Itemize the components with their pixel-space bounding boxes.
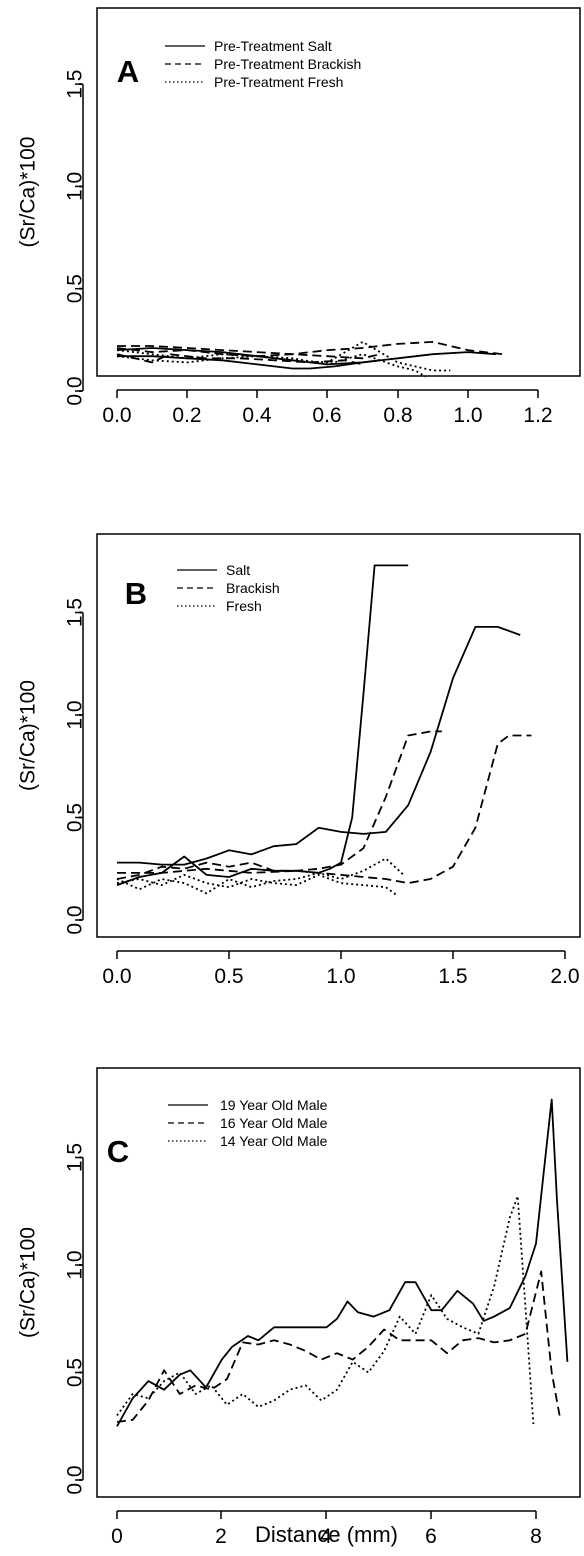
y-tick-label: 0.5 <box>64 803 87 832</box>
panel-c: 0 2 4 6 8 0.0 0.5 1.0 1.5 (Sr/Ca)*100 Distance (mm… <box>17 1067 581 1548</box>
legend-label: Pre-Treatment Brackish <box>214 56 361 72</box>
legend-label: Brackish <box>226 580 280 596</box>
y-tick-label: 1.0 <box>64 700 87 729</box>
x-tick-label: 4 <box>320 1525 332 1548</box>
series-line-dotted <box>116 349 427 378</box>
x-tick-label: 0 <box>111 1525 123 1548</box>
y-axis-title: (Sr/Ca)*100 <box>17 680 40 791</box>
legend-label: Pre-Treatment Fresh <box>214 74 343 90</box>
y-tick-label: 1.5 <box>64 1143 87 1172</box>
plot-frame <box>96 1067 581 1498</box>
y-tick-label: 1.5 <box>64 598 87 627</box>
series-line-dotted <box>116 340 451 372</box>
series-line-solid <box>116 564 409 886</box>
x-tick-label: 0.0 <box>102 404 131 427</box>
series-line-dashed <box>116 353 363 366</box>
x-tick-label: 1.2 <box>523 404 552 427</box>
y-axis-title: (Sr/Ca)*100 <box>17 1227 40 1338</box>
y-tick-label: 0.0 <box>64 1465 87 1494</box>
y-tick-label: 0.5 <box>64 1358 87 1387</box>
x-tick-label: 0.4 <box>242 404 272 427</box>
legend-label: Pre-Treatment Salt <box>214 38 332 54</box>
x-tick-label: 8 <box>530 1525 542 1548</box>
panel-letter: A <box>117 54 139 89</box>
y-tick-label: 1.5 <box>64 69 87 98</box>
x-tick-label: 0.2 <box>172 404 201 427</box>
x-tick-label: 0.6 <box>312 404 341 427</box>
legend-label: 14 Year Old Male <box>220 1133 328 1149</box>
y-tick-label: 1.0 <box>64 172 87 201</box>
x-tick-label: 2 <box>215 1525 227 1548</box>
x-tick-label: 0.8 <box>383 404 412 427</box>
x-tick-label: 1.0 <box>453 404 482 427</box>
x-tick-label: 0.5 <box>214 965 243 988</box>
x-axis-title: Distance (mm) <box>255 1522 398 1547</box>
y-tick-label: 0.5 <box>64 274 87 303</box>
series-group <box>116 340 504 378</box>
x-tick-label: 0.0 <box>102 965 131 988</box>
panel-b: 0.0 0.5 1.0 1.5 2.0 0.0 0.5 1.0 1.5 (Sr/Ca)*100 Sa… <box>17 533 581 988</box>
series-line-solid <box>117 355 381 370</box>
legend-label: Salt <box>226 562 250 578</box>
series-group <box>116 564 532 897</box>
y-tick-label: 1.0 <box>64 1250 87 1279</box>
series-line-dotted <box>116 1195 535 1425</box>
series-line-dashed <box>117 340 504 356</box>
series-line-solid <box>117 626 521 866</box>
series-group <box>116 1098 569 1427</box>
series-line-solid <box>116 1098 569 1427</box>
x-tick-label: 6 <box>425 1525 437 1548</box>
x-tick-label: 1.5 <box>438 965 467 988</box>
legend: 19 Year Old Male 16 Year Old Male 14 Year … <box>168 1097 328 1149</box>
y-tick-label: 0.0 <box>64 905 87 934</box>
legend: Pre-Treatment Salt Pre-Treatment Brackish… <box>165 38 361 90</box>
series-line-dashed <box>116 1270 561 1423</box>
y-axis-title: (Sr/Ca)*100 <box>17 137 40 248</box>
series-line-dashed <box>117 734 532 884</box>
panel-letter: B <box>125 576 147 611</box>
legend-label: 19 Year Old Male <box>220 1097 328 1113</box>
series-line-dotted <box>116 874 398 897</box>
plot-frame <box>96 7 581 377</box>
legend: Salt Brackish Fresh <box>177 562 280 614</box>
x-tick-label: 1.0 <box>326 965 355 988</box>
y-tick-label: 0.0 <box>64 376 87 405</box>
legend-label: 16 Year Old Male <box>220 1115 328 1131</box>
series-line-dashed <box>116 730 442 880</box>
panel-letter: C <box>107 1134 129 1169</box>
x-tick-label: 2.0 <box>550 965 579 988</box>
plot-frame <box>96 533 581 938</box>
legend-label: Fresh <box>226 598 262 614</box>
panel-a: 0.0 0.2 0.4 0.6 0.8 1.0 1.2 0.0 0.5 1.0 1.5 (Sr/Ca)… <box>17 7 581 427</box>
